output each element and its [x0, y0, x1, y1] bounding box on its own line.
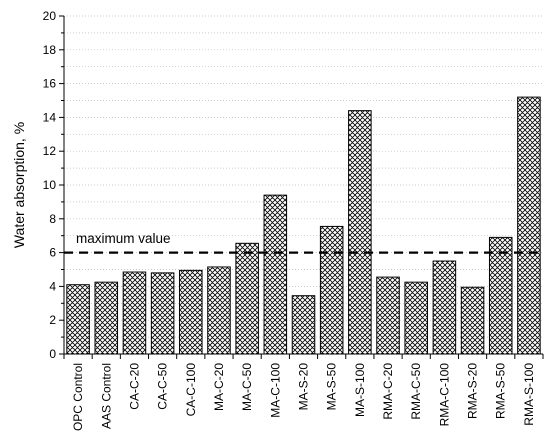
x-category-label: CA-C-50 [156, 363, 170, 410]
x-category-label: CA-C-100 [184, 363, 198, 417]
y-tick-label: 16 [43, 77, 57, 91]
y-tick-label: 0 [49, 347, 56, 361]
x-category-label: MA-S-50 [325, 363, 339, 411]
bar-ma-s-50 [319, 225, 344, 355]
x-category-label: RMA-C-20 [381, 363, 395, 420]
x-category-label: MA-S-20 [297, 363, 311, 411]
bar-ma-s-100 [348, 110, 372, 355]
bar-ca-c-100 [179, 269, 203, 355]
x-category-label: RMA-C-50 [409, 363, 423, 420]
gridlines [64, 15, 543, 338]
bar-ca-c-20 [122, 271, 147, 355]
x-category-label: AAS Control [99, 363, 113, 429]
bar-ma-c-100 [263, 194, 288, 355]
bar-rma-c-20 [376, 276, 400, 355]
bar-ma-c-50 [235, 242, 259, 355]
y-tick-label: 18 [43, 43, 57, 57]
x-category-label: OPC Control [71, 363, 85, 431]
x-category-label: MA-S-100 [353, 363, 367, 417]
y-tick-label: 2 [49, 313, 56, 327]
x-category-label: RMA-S-20 [466, 363, 480, 419]
x-category-label: RMA-S-50 [494, 363, 508, 419]
x-category-label: RMA-S-100 [522, 363, 536, 426]
y-tick-label: 10 [43, 178, 57, 192]
bar-rma-s-50 [488, 236, 513, 355]
x-category-label: MA-C-20 [212, 363, 226, 411]
x-category-label: RMA-C-100 [437, 363, 451, 427]
y-tick-label: 8 [49, 212, 56, 226]
y-tick-label: 6 [49, 246, 56, 260]
bar-ma-s-20 [291, 295, 316, 355]
bar-rma-c-100 [432, 260, 457, 355]
maximum-value-annotation: maximum value [76, 231, 171, 246]
axes: 0 2 4 6 8 10 12 14 16 18 20 OPC Control AAS Control C… [43, 9, 544, 431]
bar-aas-control [94, 281, 119, 355]
x-category-label: MA-C-100 [268, 363, 282, 418]
bar-rma-s-100 [517, 96, 541, 355]
bar-rma-c-50 [404, 281, 428, 355]
bar-rma-s-20 [460, 286, 485, 355]
bar-opc-control [66, 284, 90, 355]
y-axis-title: Water absorption, % [11, 122, 27, 248]
x-category-label: MA-C-50 [240, 363, 254, 411]
y-tick-label: 20 [43, 9, 57, 23]
y-tick-label: 4 [49, 279, 56, 293]
bar-ca-c-50 [150, 272, 175, 355]
y-tick-label: 14 [43, 110, 57, 124]
x-category-label: CA-C-20 [127, 363, 141, 410]
y-tick-label: 12 [43, 144, 57, 158]
bar-ma-c-20 [207, 266, 231, 355]
bars [66, 96, 541, 355]
